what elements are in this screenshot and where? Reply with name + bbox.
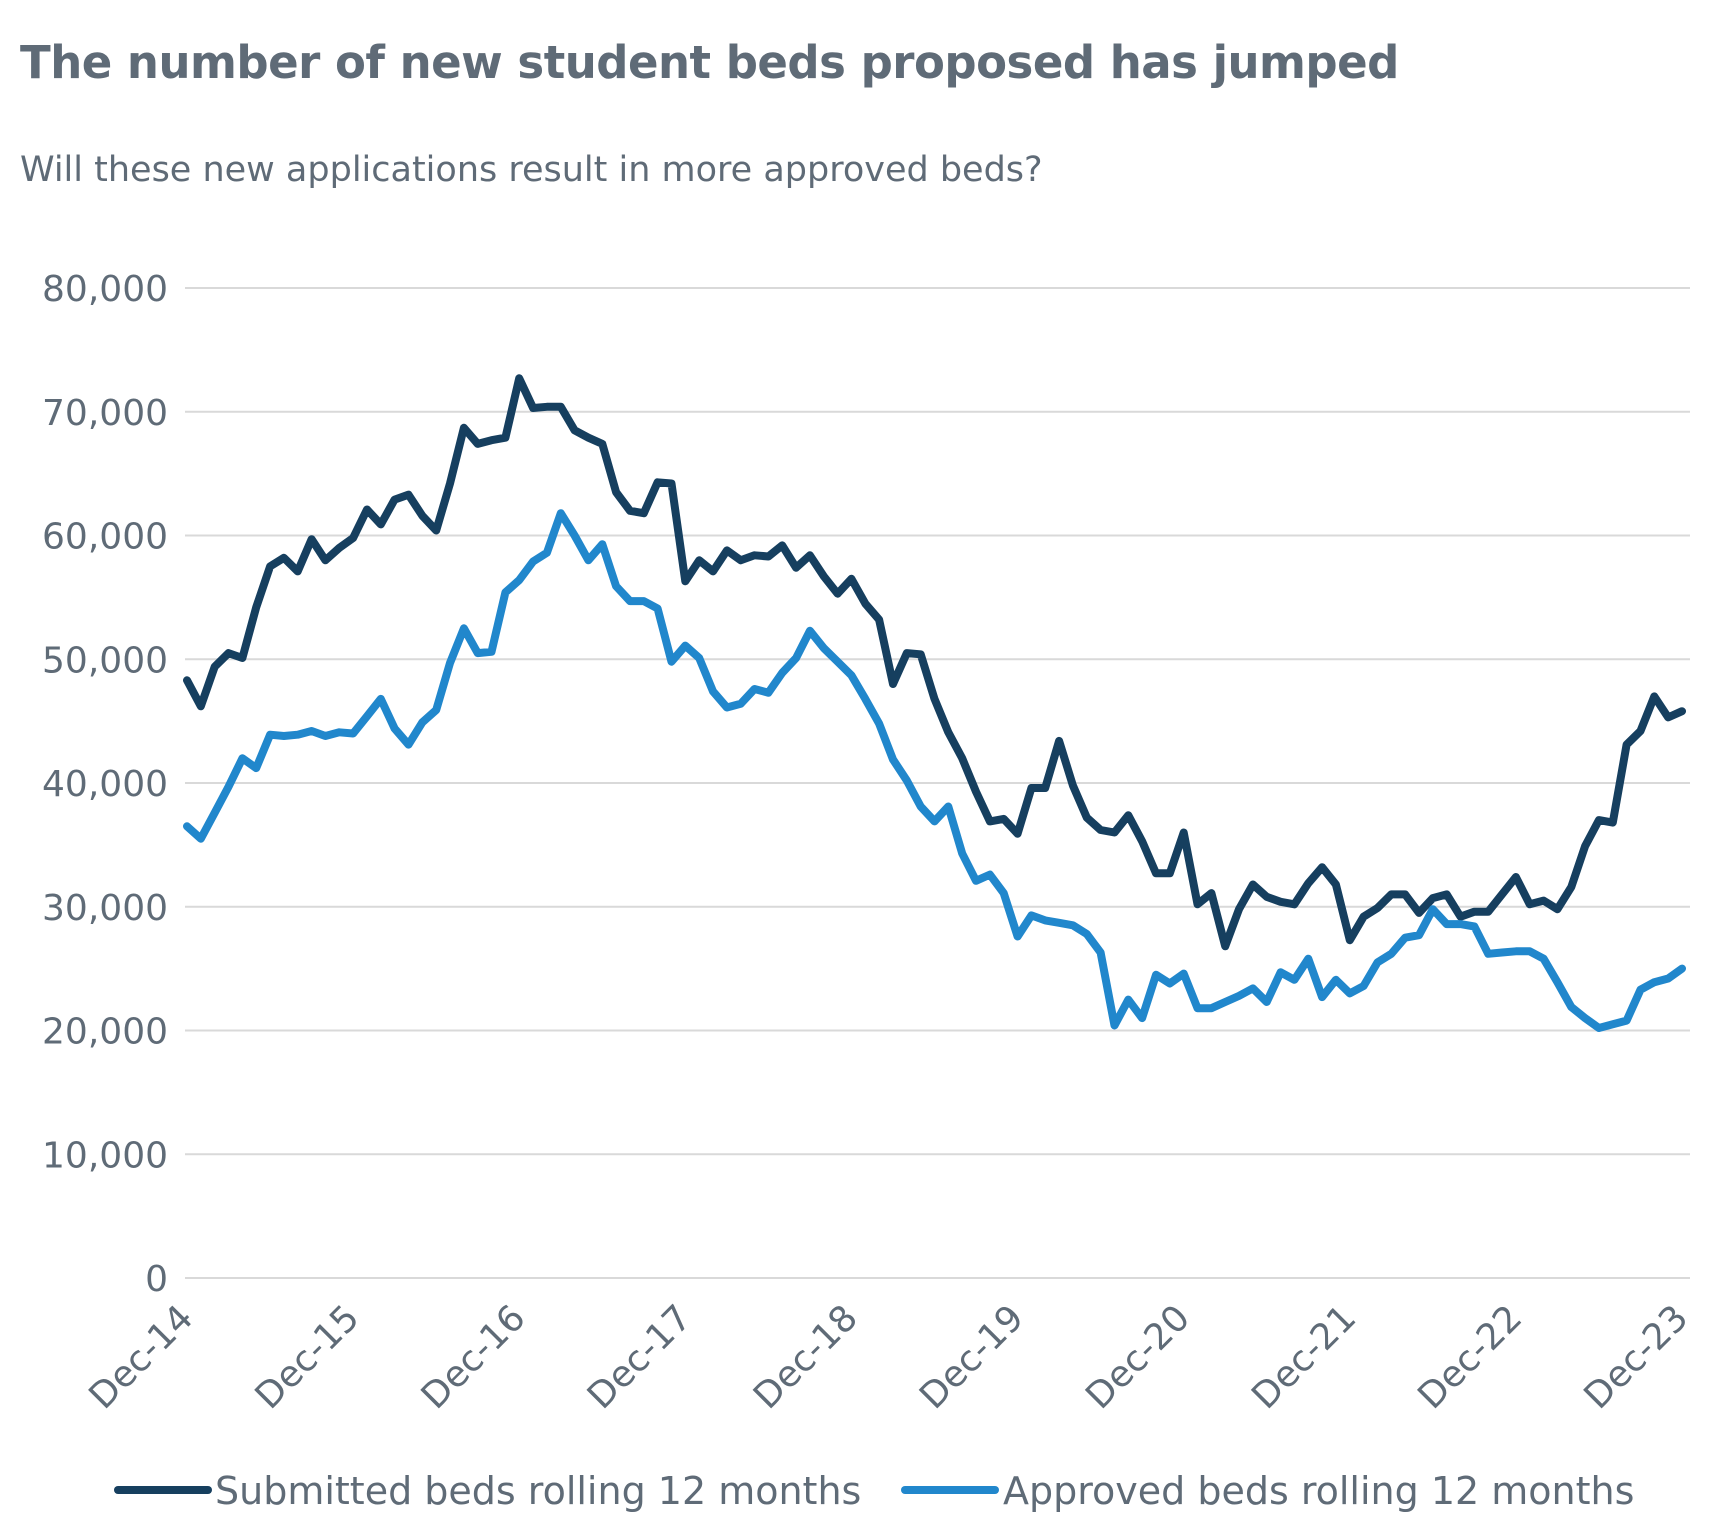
chart-subtitle: Will these new applications result in mo… <box>20 150 1043 190</box>
y-tick-label: 20,000 <box>42 1012 168 1053</box>
y-tick-label: 70,000 <box>42 393 168 434</box>
chart-title: The number of new student beds proposed … <box>20 36 1399 89</box>
y-tick-label: 0 <box>145 1259 168 1300</box>
x-tick-label: Dec-18 <box>746 1297 866 1417</box>
x-tick-label: Dec-23 <box>1577 1297 1697 1417</box>
x-tick-label: Dec-22 <box>1410 1297 1530 1417</box>
y-tick-label: 80,000 <box>42 269 168 310</box>
x-tick-label: Dec-21 <box>1244 1297 1364 1417</box>
series-lines <box>183 374 1686 1032</box>
x-tick-label: Dec-15 <box>248 1297 368 1417</box>
x-axis-ticks: Dec-14 Dec-15 Dec-16 Dec-17 Dec-18 Dec-19 Dec-… <box>82 1297 1697 1417</box>
x-tick-label: Dec-16 <box>414 1297 534 1417</box>
y-tick-label: 50,000 <box>42 640 168 681</box>
x-tick-label: Dec-17 <box>580 1297 700 1417</box>
x-tick-label: Dec-14 <box>82 1297 202 1417</box>
y-tick-label: 30,000 <box>42 888 168 929</box>
y-tick-label: 10,000 <box>42 1135 168 1176</box>
series-line-submitted <box>183 374 1686 951</box>
series-line-approved <box>183 509 1686 1032</box>
x-tick-label: Dec-19 <box>912 1297 1032 1417</box>
legend-label-submitted: Submitted beds rolling 12 months <box>215 1469 861 1513</box>
legend-label-approved: Approved beds rolling 12 months <box>1003 1469 1634 1513</box>
y-tick-label: 40,000 <box>42 764 168 805</box>
y-tick-label: 60,000 <box>42 517 168 558</box>
y-axis-ticks: 0 10,000 20,000 30,000 40,000 50,000 60,000 70,… <box>42 269 168 1300</box>
x-tick-label: Dec-20 <box>1078 1297 1198 1417</box>
legend: Submitted beds rolling 12 months Approved… <box>114 1469 1634 1513</box>
gridlines <box>185 287 1690 1279</box>
